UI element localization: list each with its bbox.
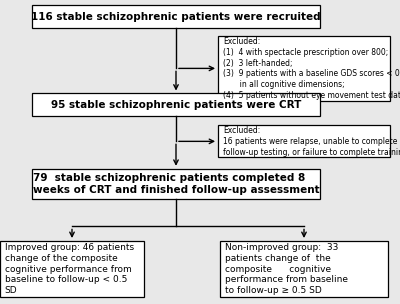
FancyBboxPatch shape xyxy=(32,94,320,116)
Text: Excluded:
16 patients were relapse, unable to complete
follow-up testing, or fai: Excluded: 16 patients were relapse, unab… xyxy=(223,126,400,157)
FancyBboxPatch shape xyxy=(32,5,320,28)
Text: 79  stable schizophrenic patients completed 8
weeks of CRT and finished follow-u: 79 stable schizophrenic patients complet… xyxy=(33,173,319,195)
Text: 95 stable schizophrenic patients were CRT: 95 stable schizophrenic patients were CR… xyxy=(51,100,301,110)
Text: 116 stable schizophrenic patients were recruited: 116 stable schizophrenic patients were r… xyxy=(31,12,321,22)
FancyBboxPatch shape xyxy=(0,241,144,297)
FancyBboxPatch shape xyxy=(32,169,320,199)
FancyBboxPatch shape xyxy=(218,36,390,101)
Text: Improved group: 46 patients
change of the composite
cognitive performance from
b: Improved group: 46 patients change of th… xyxy=(5,243,134,295)
FancyBboxPatch shape xyxy=(220,241,388,297)
Text: Excluded:
(1)  4 with spectacle prescription over 800;
(2)  3 left-handed;
(3)  : Excluded: (1) 4 with spectacle prescript… xyxy=(223,37,400,100)
Text: Non-improved group:  33
patients change of  the
composite      cognitive
perform: Non-improved group: 33 patients change o… xyxy=(225,243,348,295)
FancyBboxPatch shape xyxy=(218,126,390,157)
